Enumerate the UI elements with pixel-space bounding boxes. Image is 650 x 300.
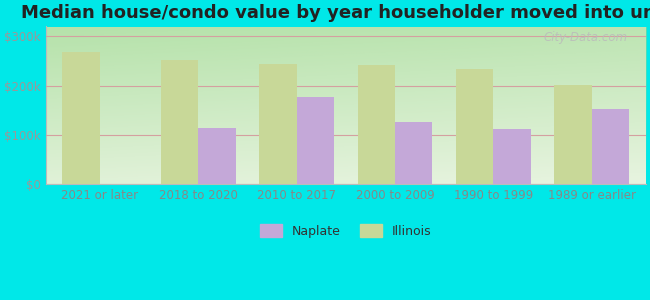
Bar bbox=[493, 129, 530, 184]
Text: City-Data.com: City-Data.com bbox=[543, 31, 628, 44]
Bar bbox=[198, 128, 235, 184]
Bar bbox=[358, 65, 395, 184]
Bar bbox=[554, 85, 592, 184]
Title: Median house/condo value by year householder moved into unit: Median house/condo value by year househo… bbox=[21, 4, 650, 22]
Bar bbox=[62, 52, 99, 184]
Bar bbox=[395, 122, 432, 184]
Bar bbox=[296, 97, 334, 184]
Legend: Naplate, Illinois: Naplate, Illinois bbox=[259, 224, 432, 238]
Bar bbox=[592, 109, 629, 184]
Bar bbox=[259, 64, 296, 184]
Bar bbox=[456, 69, 493, 184]
Bar bbox=[161, 59, 198, 184]
